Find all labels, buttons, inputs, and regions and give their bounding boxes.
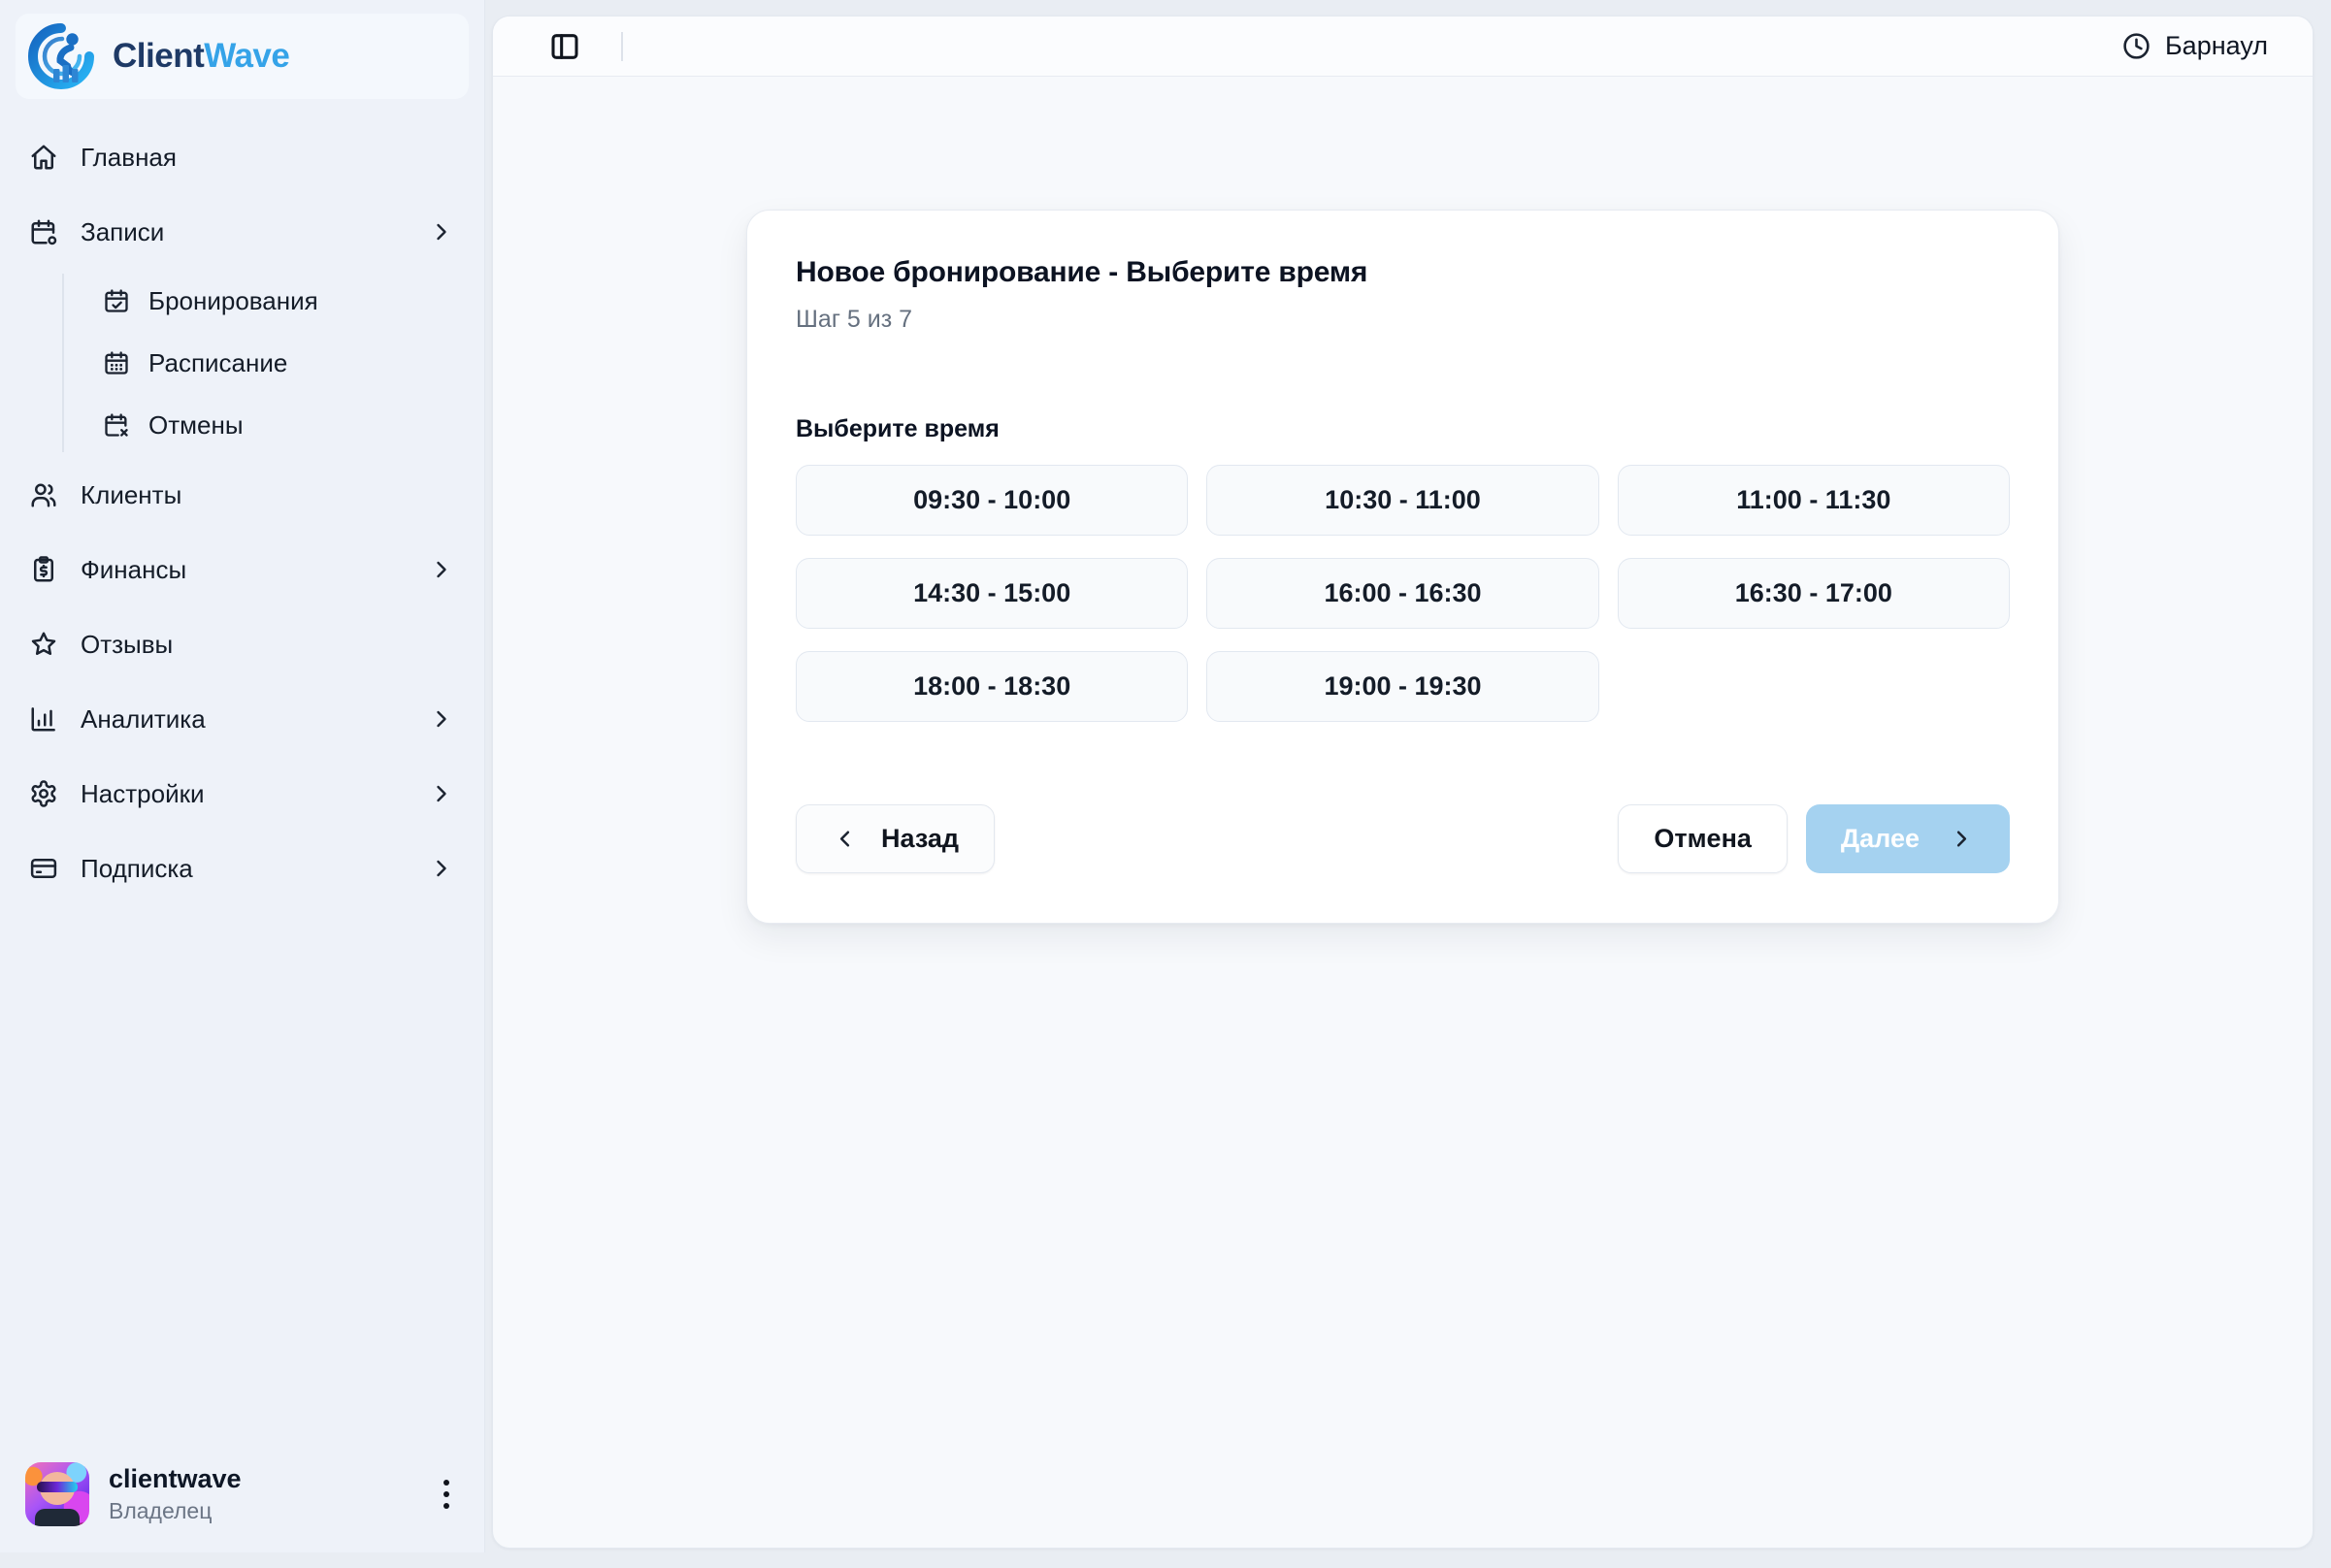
clock-icon [2121,31,2151,61]
brand-name-secondary: Wave [204,37,290,75]
topbar-divider [621,31,623,61]
sidebar-item-label: Записи [81,216,165,246]
sidebar-item-bookings[interactable]: Бронирования [97,274,469,328]
calendar-dot-icon [29,217,58,246]
time-slot-button[interactable]: 09:30 - 10:00 [796,465,1189,536]
main-panel: Барнаул Новое бронирование - Выберите вр… [492,16,2314,1549]
content-area: Новое бронирование - Выберите время Шаг … [493,210,2313,924]
next-button[interactable]: Далее [1805,804,2010,873]
sidebar-item-label: Расписание [148,347,288,377]
brand-name-primary: Client [113,37,205,75]
time-slot-button[interactable]: 10:30 - 11:00 [1206,465,1599,536]
sidebar-item-schedule[interactable]: Расписание [97,336,469,390]
records-sub-list: Бронирования Расписание [62,274,469,452]
time-slot-button[interactable]: 11:00 - 11:30 [1617,465,2010,536]
city-indicator: Барнаул [2121,31,2268,61]
star-icon [29,630,58,659]
user-account-row[interactable]: clientwave Владелец [16,1450,469,1539]
sidebar-item-label: Подписка [81,853,193,883]
sidebar-item-home[interactable]: Главная [16,128,469,186]
chevron-right-icon [1949,826,1975,852]
avatar [25,1462,89,1526]
sidebar-item-label: Клиенты [81,479,182,509]
sidebar-item-label: Бронирования [148,285,318,315]
back-button[interactable]: Назад [796,804,996,873]
bar-chart-icon [29,704,58,734]
user-menu-dots-icon[interactable] [434,1470,459,1519]
user-meta: clientwave Владелец [109,1464,242,1524]
time-slot-button[interactable]: 16:00 - 16:30 [1206,558,1599,629]
next-button-label: Далее [1840,824,1920,853]
calendar-x-icon [103,411,130,439]
users-icon [29,480,58,509]
sidebar-nav: Главная Записи Бронирования [0,128,484,898]
dialog-title: Новое бронирование - Выберите время [796,256,1368,288]
dialog-footer: Назад Отмена Далее [796,804,2010,873]
sidebar: ClientWave Главная Записи [0,0,485,1552]
time-slot-button[interactable]: 14:30 - 15:00 [796,558,1189,629]
sidebar-item-analytics[interactable]: Аналитика [16,690,469,748]
credit-card-icon [29,854,58,883]
clientwave-logo-icon [27,22,95,90]
sidebar-item-label: Настройки [81,778,205,808]
brand-name: ClientWave [113,37,290,76]
sidebar-item-settings[interactable]: Настройки [16,765,469,823]
sidebar-item-records[interactable]: Записи [16,203,469,261]
time-slot-grid: 09:30 - 10:00 10:30 - 11:00 11:00 - 11:3… [796,465,2010,722]
new-booking-dialog: Новое бронирование - Выберите время Шаг … [746,210,2059,924]
user-role: Владелец [109,1498,213,1523]
chevron-right-icon [428,556,455,583]
sidebar-item-finances[interactable]: Финансы [16,540,469,599]
brand-logo[interactable]: ClientWave [16,14,469,99]
sidebar-item-clients[interactable]: Клиенты [16,466,469,524]
sidebar-toggle-button[interactable] [549,31,580,62]
time-slot-button[interactable]: 19:00 - 19:30 [1206,651,1599,722]
chevron-right-icon [428,855,455,882]
city-label: Барнаул [2164,31,2268,60]
sidebar-item-label: Финансы [81,554,187,584]
gear-icon [29,779,58,808]
calendar-days-icon [103,349,130,376]
calendar-check-icon [103,287,130,314]
home-icon [29,143,58,172]
time-section-label: Выберите время [796,415,1000,442]
time-slot-button[interactable]: 16:30 - 17:00 [1617,558,2010,629]
sidebar-item-label: Отмены [148,409,244,440]
chevron-right-icon [428,218,455,245]
sidebar-item-reviews[interactable]: Отзывы [16,615,469,673]
sidebar-item-cancellations[interactable]: Отмены [97,398,469,452]
sidebar-item-subscription[interactable]: Подписка [16,839,469,898]
sidebar-item-label: Аналитика [81,703,206,734]
user-name: clientwave [109,1464,242,1493]
chevron-left-icon [832,826,858,852]
cancel-button[interactable]: Отмена [1618,804,1788,873]
clipboard-dollar-icon [29,555,58,584]
dialog-step-indicator: Шаг 5 из 7 [796,306,913,333]
chevron-right-icon [428,705,455,733]
sidebar-item-label: Главная [81,142,177,172]
chevron-right-icon [428,780,455,807]
topbar: Барнаул [493,16,2313,77]
back-button-label: Назад [881,824,960,853]
sidebar-item-label: Отзывы [81,629,174,659]
cancel-button-label: Отмена [1654,824,1752,853]
time-slot-button[interactable]: 18:00 - 18:30 [796,651,1189,722]
